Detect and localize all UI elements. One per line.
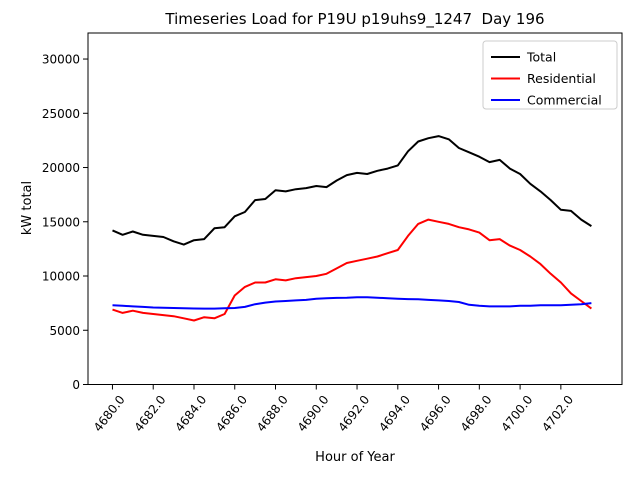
y-tick-label: 25000 xyxy=(42,107,80,121)
legend: Total Residential Commercial xyxy=(482,40,618,110)
series-line-residential xyxy=(112,218,592,322)
x-tick-label: 4694.0 xyxy=(376,393,413,435)
y-tick-label: 20000 xyxy=(42,161,80,175)
legend-label-residential: Residential xyxy=(527,71,596,86)
legend-label-total: Total xyxy=(526,50,556,65)
x-tick-label: 4684.0 xyxy=(172,393,209,435)
y-tick-label: 30000 xyxy=(42,53,80,67)
series-line-total xyxy=(112,135,592,246)
x-tick-label: 4702.0 xyxy=(539,393,576,435)
y-tick-label: 15000 xyxy=(42,215,80,229)
x-tick-label: 4690.0 xyxy=(295,393,332,435)
x-tick-label: 4700.0 xyxy=(498,393,535,435)
legend-entry-residential: Residential xyxy=(491,71,596,86)
x-tick-label: 4682.0 xyxy=(132,393,169,435)
x-tick-label: 4688.0 xyxy=(254,393,291,435)
y-tick-label: 10000 xyxy=(42,270,80,284)
x-tick-label: 4680.0 xyxy=(91,393,128,435)
y-axis-ticks: 0 5000 10000 15000 20000 25000 30000 xyxy=(42,53,88,392)
x-axis-ticks: 4680.0 4682.0 4684.0 4686.0 4688.0 4690.0 4692… xyxy=(91,384,576,435)
y-axis-label: kW total xyxy=(20,181,35,235)
x-tick-label: 4686.0 xyxy=(213,393,250,435)
x-tick-label: 4696.0 xyxy=(417,393,454,435)
series-line-commercial xyxy=(112,296,592,310)
y-tick-label: 0 xyxy=(72,378,80,392)
y-tick-label: 5000 xyxy=(49,324,80,338)
series-lines xyxy=(112,135,592,322)
x-tick-label: 4698.0 xyxy=(458,393,495,435)
x-axis-label: Hour of Year xyxy=(315,450,395,465)
legend-entry-commercial: Commercial xyxy=(491,93,602,108)
legend-entry-total: Total xyxy=(491,50,556,65)
x-tick-label: 4692.0 xyxy=(335,393,372,435)
legend-label-commercial: Commercial xyxy=(527,93,602,108)
plot-border xyxy=(87,32,623,385)
chart-title: Timeseries Load for P19U p19uhs9_1247 Da… xyxy=(164,10,544,29)
